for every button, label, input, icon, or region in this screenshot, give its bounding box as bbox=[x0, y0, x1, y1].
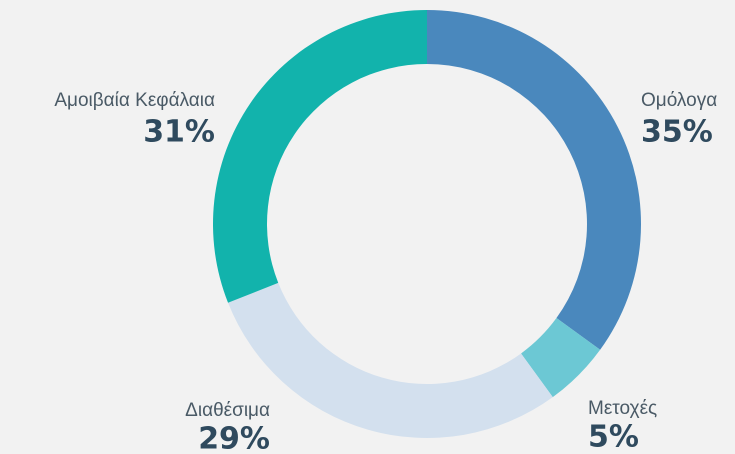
donut-slice bbox=[521, 318, 601, 398]
slice-value-label: 29% bbox=[198, 422, 270, 454]
slice-category-label: Μετοχές bbox=[588, 398, 657, 419]
slice-value-label: 31% bbox=[143, 115, 215, 150]
slice-value-label: 5% bbox=[588, 420, 639, 454]
donut-slice bbox=[427, 10, 641, 350]
slice-category-label: Ομόλογα bbox=[641, 90, 717, 111]
donut-slice bbox=[228, 282, 553, 439]
donut-slice bbox=[213, 10, 427, 303]
slice-value-label: 35% bbox=[641, 115, 713, 150]
slice-category-label: Διαθέσιμα bbox=[185, 400, 270, 421]
slice-category-label: Αμοιβαία Κεφάλαια bbox=[54, 90, 215, 111]
